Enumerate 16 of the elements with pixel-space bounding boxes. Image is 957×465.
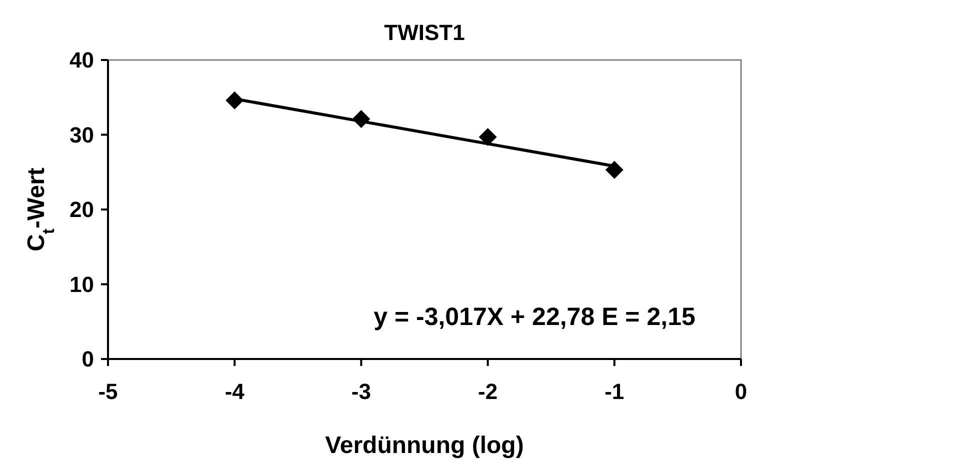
annotation: y = -3,017X + 22,78 E = 2,15 [374,303,696,331]
y-tick-label: 20 [70,197,94,222]
y-tick-label: 0 [82,346,94,372]
x-tick-label: -1 [604,379,624,404]
x-tick-label: -5 [98,379,118,404]
x-tick-label: 0 [734,379,748,404]
x-tick-label: -2 [478,379,498,404]
y-tick-label: 10 [70,272,94,297]
x-tick-label: -3 [351,379,371,404]
x-tick-label: -4 [224,379,246,404]
point [605,160,624,179]
y-tick-label: 40 [70,48,94,73]
x-axis-title: Verdünnung (log) [325,432,524,459]
y-tick-label: 30 [70,122,94,148]
chart-title: TWIST1 [384,20,465,45]
point [478,128,497,146]
